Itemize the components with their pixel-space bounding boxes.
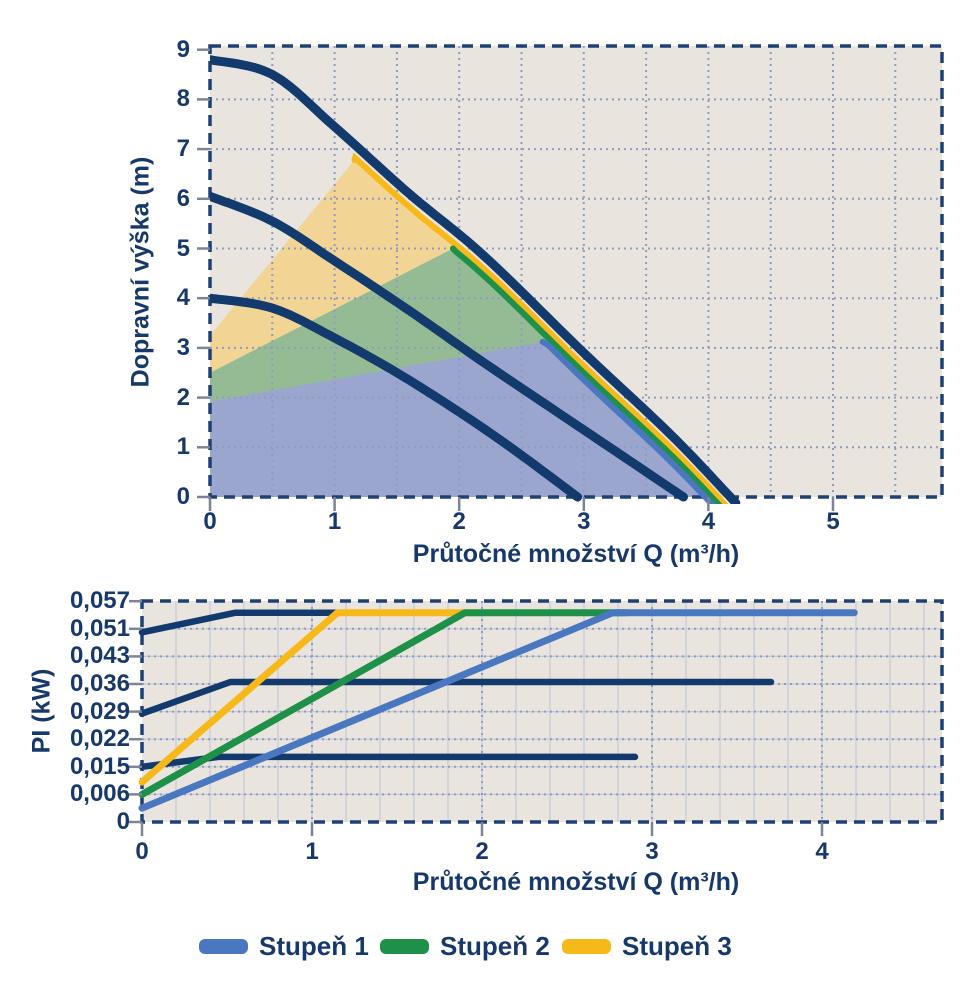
power-speed-3 bbox=[138, 609, 367, 636]
legend-item-1: Stupeň 1 bbox=[199, 932, 369, 960]
head-xtick-label: 2 bbox=[452, 508, 466, 535]
pump-curve-speed-3 bbox=[210, 55, 741, 504]
head-ytick-label: 0 bbox=[176, 483, 190, 510]
head-ytick-label: 7 bbox=[176, 135, 190, 163]
power-xtick-label: 1 bbox=[305, 838, 319, 865]
power-xtick-label: 2 bbox=[475, 838, 489, 865]
head-ytick-label: 2 bbox=[176, 383, 190, 411]
zone-stupen-1-stripe bbox=[539, 338, 716, 504]
head-xtick-label: 0 bbox=[203, 508, 217, 535]
power-xtick-label: 0 bbox=[135, 838, 149, 865]
power-stupen-1 bbox=[138, 609, 858, 812]
legend-label-1: Stupeň 1 bbox=[259, 931, 369, 961]
head-ytick-label: 5 bbox=[176, 234, 190, 262]
power-xtick-label: 3 bbox=[645, 838, 659, 865]
power-ytick-label: 0,029 bbox=[69, 697, 130, 725]
power-ytick-label: 0,036 bbox=[69, 670, 130, 697]
power-ytick-label: 0,022 bbox=[69, 725, 130, 753]
head-ytick-label: 4 bbox=[176, 284, 190, 312]
power-ytick-label: 0,043 bbox=[69, 642, 130, 670]
power-ytick-label: 0,015 bbox=[69, 752, 130, 780]
legend-swatch-2 bbox=[380, 938, 429, 954]
legend-label-3: Stupeň 3 bbox=[622, 931, 732, 961]
head-ytick-label: 9 bbox=[176, 35, 190, 63]
head-xtick-label: 3 bbox=[577, 508, 591, 535]
power-ytick-label: 0,051 bbox=[69, 614, 130, 642]
pump-curve-speed-2 bbox=[210, 191, 688, 502]
flow-axis-title-head-chart: Průtočné množství Q (m³/h) bbox=[412, 540, 740, 568]
power-stupen-3 bbox=[138, 609, 483, 786]
head-ytick-label: 6 bbox=[176, 184, 190, 212]
head-ytick-label: 1 bbox=[176, 433, 190, 461]
power-stupen-2 bbox=[138, 609, 630, 798]
power-speed-2 bbox=[138, 678, 775, 717]
power-ytick-label: 0,006 bbox=[69, 780, 130, 808]
legend-swatch-3 bbox=[562, 938, 611, 954]
zone-stupen-2-stripe bbox=[450, 245, 723, 504]
head-xtick-label: 5 bbox=[826, 508, 840, 535]
head-xtick-label: 4 bbox=[701, 508, 716, 535]
legend-label-2: Stupeň 2 bbox=[440, 931, 550, 961]
flow-axis-title-power-chart: Průtočné množství Q (m³/h) bbox=[412, 868, 740, 896]
zone-stupen-3-stripe bbox=[351, 152, 729, 504]
power-ytick-label: 0,057 bbox=[69, 587, 130, 615]
head-xtick-label: 1 bbox=[327, 508, 342, 535]
head-ytick-label: 8 bbox=[176, 85, 190, 113]
legend-swatch-1 bbox=[199, 938, 248, 954]
pump-curve-speed-1 bbox=[210, 293, 583, 502]
legend-item-3: Stupeň 3 bbox=[562, 932, 732, 960]
head-ytick-label: 3 bbox=[176, 333, 190, 361]
power-xtick-label: 4 bbox=[815, 838, 829, 865]
power-ytick-label: 0 bbox=[116, 808, 130, 835]
legend-item-2: Stupeň 2 bbox=[380, 932, 550, 960]
